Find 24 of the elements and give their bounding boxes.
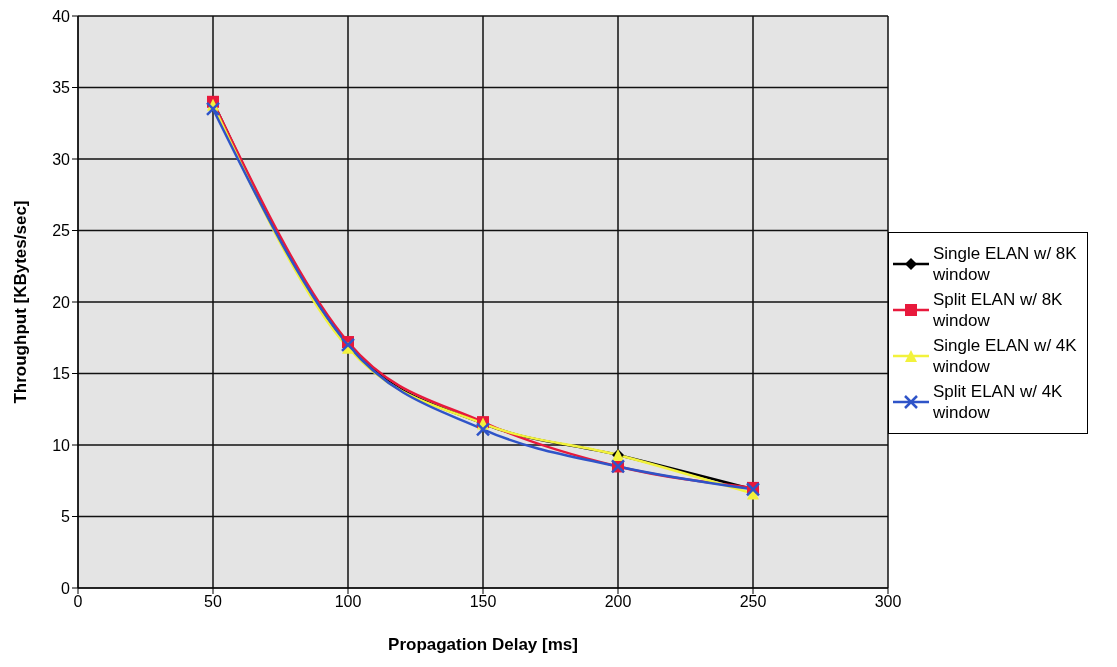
y-tick-label: 0 [61,579,71,597]
x-tick-label: 300 [874,593,902,611]
x-tick-label: 100 [334,593,362,611]
x-tick-label: 200 [604,593,632,611]
x-axis-title: Propagation Delay [ms] [388,635,578,654]
y-tick-label: 15 [52,365,71,383]
y-tick-label: 5 [61,508,71,526]
legend-label: Single ELAN w/ 8K window [933,243,1078,285]
x-tick-label: 250 [739,593,767,611]
y-tick-label: 30 [52,150,71,168]
point [475,422,491,437]
y-tick-label: 20 [52,293,71,311]
y-tick-label: 35 [52,79,71,97]
y-tick-label: 40 [52,7,71,25]
point [205,101,221,117]
y-axis-title: Throughput [KBytes/sec] [11,200,31,404]
x-tick-label: 0 [73,593,83,611]
legend-label: Split ELAN w/ 4K window [933,381,1064,423]
y-tick-label: 10 [52,436,71,454]
x-tick-label: 50 [204,593,222,611]
y-tick-label: 25 [52,222,71,240]
legend-label: Split ELAN w/ 8K window [933,289,1064,331]
legend-label: Single ELAN w/ 4K window [933,335,1078,377]
x-tick-label: 150 [469,593,497,611]
